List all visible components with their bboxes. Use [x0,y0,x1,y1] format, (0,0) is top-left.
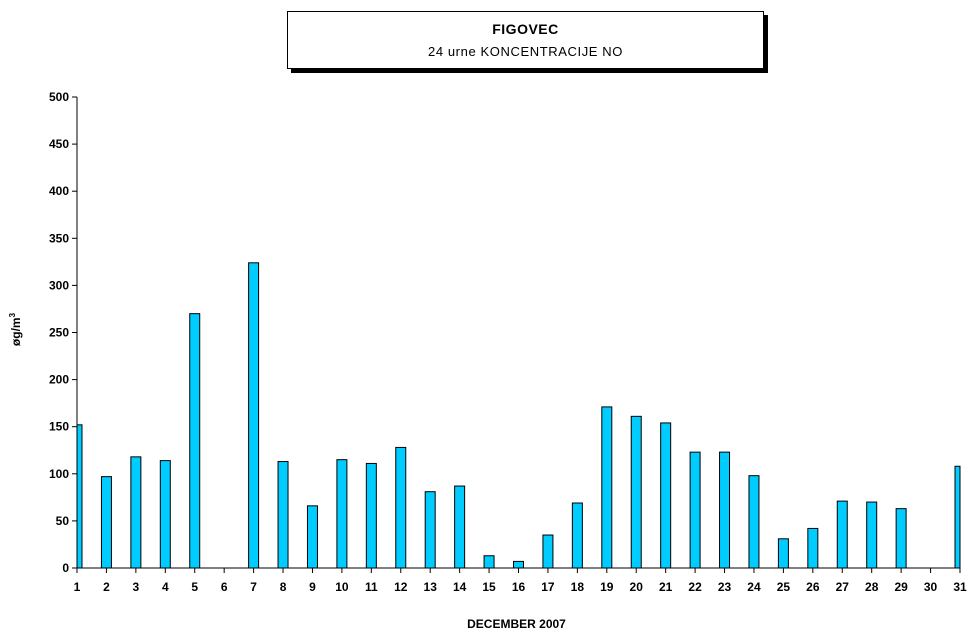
x-tick-label: 29 [894,580,908,594]
y-axis-title-text: øg/m [9,317,23,346]
bar-26 [807,527,819,569]
chart-title: FIGOVEC [492,21,559,37]
bar-14 [454,485,466,569]
bar-12 [395,446,407,569]
x-tick-label: 13 [424,580,438,594]
bar-9 [306,505,318,569]
x-tick-label: 8 [280,580,287,594]
x-tick-label: 22 [688,580,702,594]
bar-4 [159,460,171,569]
y-axis-title: øg/m3 [8,312,23,346]
y-ticks-group: 0 50 100 150 200 250 300 350 400 450 500 [49,90,77,575]
bar-2 [100,476,112,569]
x-tick-label: 15 [482,580,496,594]
x-tick-label: 10 [335,580,349,594]
x-tick-label: 14 [453,580,467,594]
bar-29 [895,508,907,569]
bar-1 [76,424,83,569]
x-tick-label: 20 [630,580,644,594]
x-tick-label: 11 [365,580,378,594]
bar-31 [954,465,961,569]
x-axis-title: DECEMBER 2007 [467,617,566,631]
x-tick-label: 6 [221,580,228,594]
x-tick-label: 4 [162,580,169,594]
chart-subtitle: 24 urne KONCENTRACIJE NO [427,44,623,59]
x-tick-label: 3 [133,580,140,594]
x-tick-label: 31 [953,580,967,594]
y-tick-label: 400 [49,184,69,198]
y-tick-label: 450 [49,137,69,151]
x-tick-label: 2 [103,580,110,594]
y-tick-label: 0 [62,561,69,575]
bar-23 [719,451,731,569]
bar-16 [513,560,524,569]
chart-title-box: FIGOVEC 24 urne KONCENTRACIJE NO [287,11,764,69]
bar-10 [336,459,348,569]
bar-11 [365,462,377,569]
x-tick-label: 23 [718,580,732,594]
y-tick-label: 500 [49,90,69,104]
bar-17 [542,534,554,569]
bar-3 [130,456,142,569]
bar-15 [483,555,495,569]
x-tick-label: 27 [836,580,850,594]
x-tick-label: 28 [865,580,879,594]
bar-21 [660,422,672,569]
x-tick-label: 30 [924,580,938,594]
x-tick-label: 18 [571,580,585,594]
bar-27 [836,500,848,569]
x-tick-label: 17 [541,580,555,594]
x-tick-label: 7 [250,580,257,594]
y-axis-title-superscript: 3 [8,312,17,317]
y-tick-label: 300 [49,278,69,292]
x-tick-label: 24 [747,580,761,594]
axes-group [76,97,960,569]
bar-7 [248,262,260,569]
bar-24 [748,475,760,569]
y-tick-label: 50 [56,514,70,528]
y-tick-label: 100 [49,467,69,481]
y-tick-label: 350 [49,231,69,245]
bar-18 [571,502,583,569]
x-tick-label: 9 [309,580,316,594]
x-tick-label: 16 [512,580,526,594]
bar-20 [630,415,642,569]
x-tick-label: 12 [394,580,408,594]
x-ticks-group: 1 2 3 4 5 6 7 8 9 10 11 12 13 14 15 16 17 18 19 20 21 22 23 24 2… [74,568,967,594]
bar-19 [601,406,613,569]
y-tick-label: 200 [49,373,69,387]
bar-28 [866,501,878,569]
x-tick-label: 19 [600,580,614,594]
bar-8 [277,461,289,569]
y-tick-label: 150 [49,420,69,434]
y-tick-label: 250 [49,326,69,340]
x-tick-label: 26 [806,580,820,594]
x-tick-label: 21 [659,580,673,594]
bars-group [76,262,961,569]
bar-5 [189,313,201,569]
bar-13 [424,491,436,569]
x-tick-label: 5 [191,580,198,594]
x-tick-label: 25 [777,580,791,594]
x-tick-label: 1 [74,580,81,594]
bar-22 [689,451,701,569]
bar-25 [777,538,789,569]
